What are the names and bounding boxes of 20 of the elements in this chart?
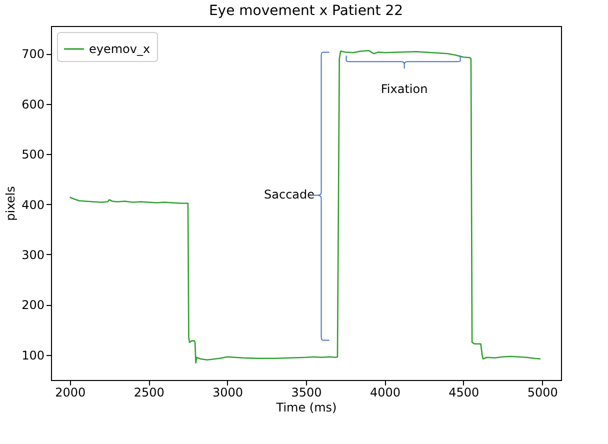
x-tick-label: 3000 [212,386,244,400]
x-tick-label: 5000 [527,386,558,400]
y-tick-label: 500 [22,148,44,162]
annotation: Fixation [380,82,428,96]
y-tick-label: 600 [22,97,44,112]
x-tick-label: 2500 [134,386,164,400]
y-tick-label: 300 [22,248,44,262]
y-tick-label: 100 [22,348,44,362]
x-tick-label: 3500 [291,386,322,400]
y-tick-label: 400 [22,198,44,212]
x-tick-label: 4000 [370,386,400,400]
y-axis-title: pixels [4,186,18,221]
y-tick-label: 200 [22,298,44,312]
x-tick-label: 4500 [448,386,480,400]
chart-title: Eye movement x Patient 22 [208,3,404,19]
y-tick-label: 700 [22,47,44,62]
annotation: Saccade [264,188,315,202]
legend-label: eyemov_x [89,42,150,56]
x-tick-label: 2000 [55,386,86,400]
x-axis-title: Time (ms) [275,400,337,414]
